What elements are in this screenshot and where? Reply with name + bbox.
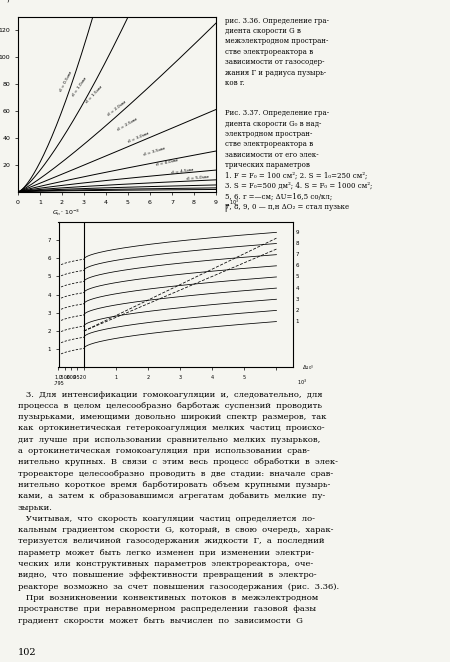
Text: $r_0=3.0мм$: $r_0=3.0мм$ (126, 130, 152, 146)
Text: $r_0=1.5мм$: $r_0=1.5мм$ (84, 83, 106, 107)
Text: 102: 102 (18, 648, 36, 657)
Text: $G_n\cdot10^{-3}$: $G_n\cdot10^{-3}$ (52, 208, 80, 218)
Text: 3.  Для  интенсификации  гомокоагуляции  и,  следовательно,  для
процесса  в  це: 3. Для интенсификации гомокоагуляции и, … (18, 391, 339, 624)
Text: Рис. 3.37. Определение гра-
диента скорости G₀ в над-
электродном простран-
стве: Рис. 3.37. Определение гра- диента скоро… (225, 109, 373, 211)
Text: 9: 9 (296, 230, 299, 235)
Text: $r_0=4.5мм$: $r_0=4.5мм$ (170, 166, 196, 177)
Text: $r_0=2.5мм$: $r_0=2.5мм$ (116, 115, 140, 134)
Text: 5: 5 (296, 275, 299, 279)
Text: $G_r(c^{-1})$: $G_r(c^{-1})$ (0, 0, 11, 6)
Text: 1: 1 (296, 319, 299, 324)
Text: рис. 3.36. Определение гра-
диента скорости G в
межэлектродном простран-
стве эл: рис. 3.36. Определение гра- диента скоро… (225, 17, 329, 87)
Text: $\Gamma$: $\Gamma$ (224, 203, 230, 214)
Text: $r_0=4.0мм$: $r_0=4.0мм$ (155, 156, 180, 169)
Text: 4: 4 (296, 285, 299, 291)
Text: 6: 6 (296, 263, 299, 268)
Text: $r_0=5.0мм$: $r_0=5.0мм$ (186, 173, 211, 183)
Text: 7: 7 (296, 252, 299, 257)
Text: 8: 8 (296, 241, 299, 246)
Text: $\Delta_{10^3}$: $\Delta_{10^3}$ (302, 363, 315, 372)
Text: $r_0=3.5мм$: $r_0=3.5мм$ (141, 144, 167, 159)
Text: $10^3$: $10^3$ (297, 377, 307, 387)
Text: $r_0=1.0мм$: $r_0=1.0мм$ (69, 74, 90, 99)
Text: 2: 2 (296, 308, 299, 313)
Text: $r_0=2.0мм$: $r_0=2.0мм$ (105, 98, 129, 119)
Text: $10^3$: $10^3$ (229, 198, 238, 207)
Text: $r_0=0.5мм$: $r_0=0.5мм$ (57, 69, 76, 94)
Text: 3: 3 (296, 297, 299, 302)
